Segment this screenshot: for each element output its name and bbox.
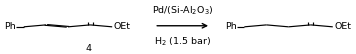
Text: OEt: OEt — [114, 22, 131, 31]
Text: 4: 4 — [85, 44, 91, 53]
Text: Ph: Ph — [4, 22, 16, 31]
Text: Pd/(Si-Al$_2$O$_3$): Pd/(Si-Al$_2$O$_3$) — [152, 4, 213, 17]
Text: H$_2$ (1.5 bar): H$_2$ (1.5 bar) — [154, 36, 211, 48]
Text: Ph: Ph — [225, 22, 237, 31]
Text: OEt: OEt — [335, 22, 351, 31]
